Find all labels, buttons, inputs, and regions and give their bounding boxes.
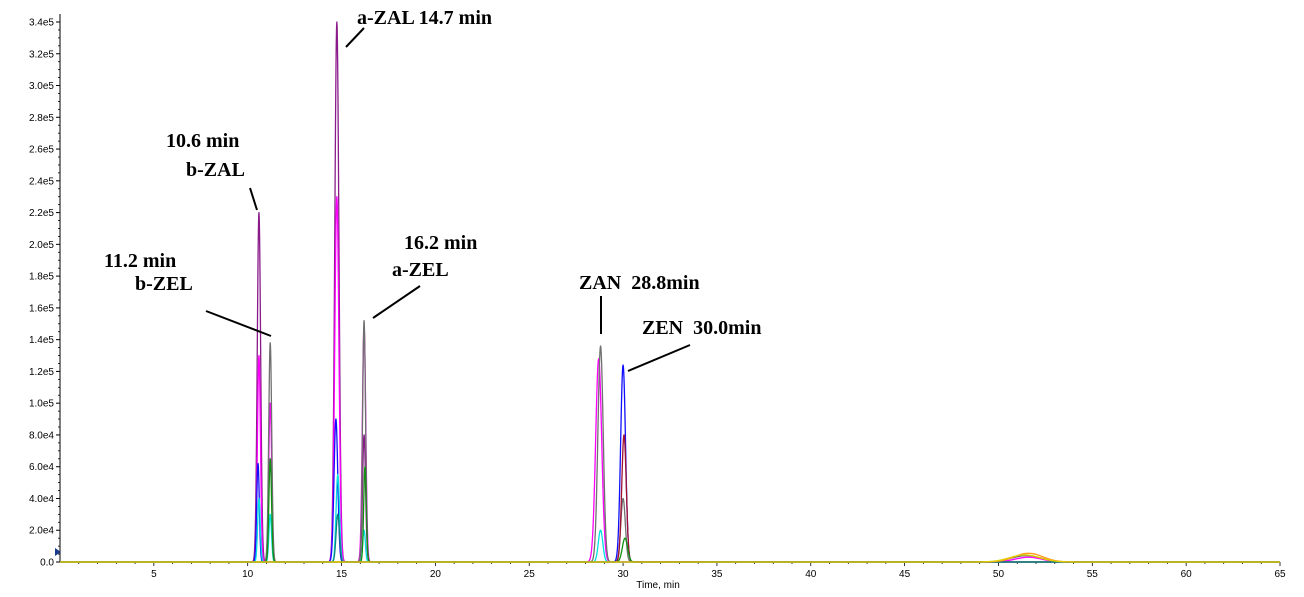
annotation-leader [345,27,365,48]
annotation-text: 10.6 min [166,130,239,152]
series-line-magenta [60,196,1280,563]
y-tick-label: 2.8e5 [29,113,54,124]
y-tick-label: 1.8e5 [29,272,54,283]
annotation-text: ZAN 28.8min [579,272,700,294]
annotation-zan: ZAN 28.8min [579,272,700,334]
annotation-text: b-ZAL [186,159,245,181]
annotation-zen: ZEN 30.0min [627,317,761,372]
y-tick-label: 8.0e4 [29,430,54,441]
x-tick-label: 35 [711,569,723,580]
y-tick-label: 3.4e5 [29,18,54,29]
x-tick-label: 5 [151,569,157,580]
annotation-bzal: 10.6 min b-ZAL [166,130,258,211]
annotation-text: b-ZEL [135,273,193,295]
x-tick-label: 20 [430,569,442,580]
series-line-darkred [60,434,1281,563]
series-line-purple [60,21,1281,563]
x-tick-label: 45 [899,569,911,580]
x-tick-label: 65 [1274,569,1286,580]
y-tick-label: 4.0e4 [29,494,54,505]
y-tick-label: 0.0 [40,558,54,569]
series-line-teal [60,513,1281,563]
series-line-yellow [60,554,1280,563]
y-tick-label: 3.0e5 [29,81,54,92]
series-line-gray [60,319,1280,563]
annotation-text: 11.2 min [104,250,176,272]
annotation-azel: 16.2 min a-ZEL [372,232,477,319]
x-tick-label: 30 [618,569,630,580]
annotation-leader [249,187,258,211]
x-tick-label: 55 [1087,569,1099,580]
series-line-cyan [60,474,1281,563]
y-tick-label: 6.0e4 [29,462,54,473]
y-tick-label: 1.4e5 [29,335,54,346]
series-line-orange [60,552,1280,563]
annotation-bzel: 11.2 min b-ZEL [104,250,272,337]
annotation-leader [627,344,691,372]
x-tick-label: 15 [336,569,348,580]
annotation-text: ZEN 30.0min [642,317,761,339]
x-tick-label: 25 [524,569,536,580]
annotation-text: a-ZAL 14.7 min [357,7,492,29]
y-tick-label: 1.6e5 [29,303,54,314]
y-tick-label: 2.2e5 [29,208,54,219]
y-tick-label: 2.0e5 [29,240,54,251]
annotation-text: 16.2 min [404,232,477,254]
x-tick-label: 60 [1181,569,1193,580]
x-axis-title: Time, min [636,580,680,591]
x-tick-label: 40 [805,569,817,580]
y-axis: 0.0 2.0e4 4.0e4 6.0e4 8.0e4 1.0e5 1.2e5 1.4e5 1.… [29,14,61,569]
annotation-leader [205,310,272,337]
y-tick-label: 3.2e5 [29,49,54,60]
annotation-text: a-ZEL [392,259,449,281]
series-traces [60,21,1281,563]
annotation-azal: a-ZAL 14.7 min [345,7,492,48]
series-line-green [60,458,1281,563]
x-axis: 5 10 15 20 25 30 35 40 45 50 55 60 65 [60,561,1286,580]
y-tick-label: 2.0e4 [29,526,54,537]
y-tick-label: 2.6e5 [29,145,54,156]
x-tick-label: 50 [993,569,1005,580]
x-tick-label: 10 [242,569,254,580]
axis-marker-icon [55,548,61,556]
y-tick-label: 1.0e5 [29,399,54,410]
series-line-blue [60,364,1281,563]
y-tick-label: 2.4e5 [29,176,54,187]
annotation-leader [372,285,421,319]
y-tick-label: 1.2e5 [29,367,54,378]
